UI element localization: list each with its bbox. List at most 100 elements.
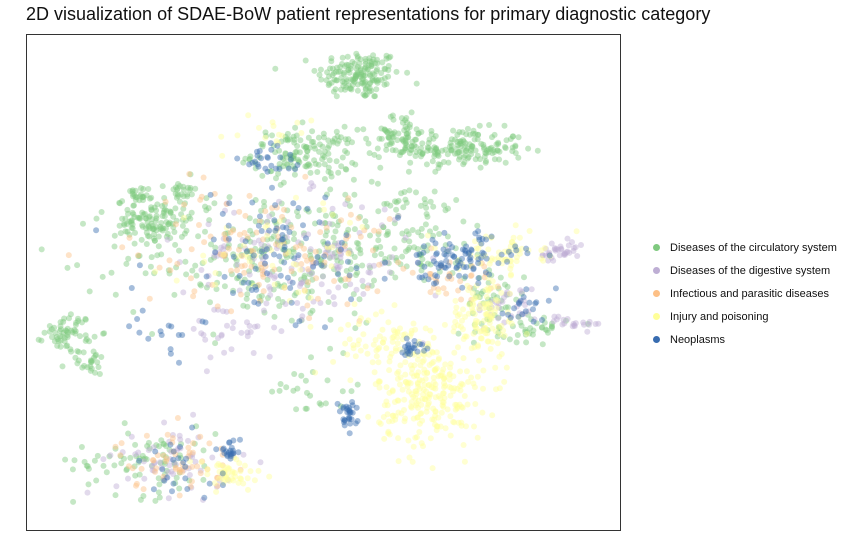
scatter-point xyxy=(489,412,496,419)
scatter-point xyxy=(401,407,407,413)
scatter-point xyxy=(402,137,409,144)
scatter-point xyxy=(107,452,114,459)
scatter-point xyxy=(219,470,226,477)
scatter-point xyxy=(297,283,303,289)
scatter-point xyxy=(213,488,220,495)
scatter-point xyxy=(326,80,333,87)
scatter-point xyxy=(416,148,423,155)
scatter-point xyxy=(413,189,419,196)
scatter-point xyxy=(176,452,183,459)
scatter-point xyxy=(503,256,510,263)
scatter-point xyxy=(433,146,440,153)
scatter-point xyxy=(437,395,444,402)
scatter-point xyxy=(224,476,231,482)
scatter-point xyxy=(261,243,268,250)
scatter-point xyxy=(54,342,61,349)
scatter-point xyxy=(401,127,408,134)
scatter-point xyxy=(394,375,401,382)
scatter-point xyxy=(128,224,135,231)
scatter-point xyxy=(447,360,454,367)
scatter-point xyxy=(417,261,424,267)
scatter-point xyxy=(262,263,269,270)
scatter-point xyxy=(439,147,446,154)
scatter-point xyxy=(175,181,181,187)
scatter-point xyxy=(143,432,150,439)
scatter-point xyxy=(191,440,198,447)
scatter-point xyxy=(269,205,276,211)
scatter-point xyxy=(168,448,175,455)
scatter-point xyxy=(203,284,210,291)
scatter-point xyxy=(503,137,510,144)
scatter-point xyxy=(326,253,333,260)
scatter-point xyxy=(334,222,341,229)
scatter-point xyxy=(491,131,498,138)
scatter-point xyxy=(161,419,168,426)
scatter-point xyxy=(302,155,309,162)
scatter-point xyxy=(164,431,171,438)
scatter-point xyxy=(495,249,502,256)
scatter-point xyxy=(475,245,482,252)
scatter-point xyxy=(411,142,418,149)
scatter-point xyxy=(388,130,395,137)
scatter-point xyxy=(287,159,294,166)
scatter-point xyxy=(347,65,354,72)
scatter-point xyxy=(489,134,495,141)
scatter-point xyxy=(188,478,195,485)
scatter-point xyxy=(432,412,439,419)
scatter-point xyxy=(442,382,449,389)
scatter-point xyxy=(369,77,376,84)
scatter-point xyxy=(441,380,447,387)
scatter-point xyxy=(184,486,191,492)
scatter-point xyxy=(471,423,477,430)
scatter-point xyxy=(279,132,286,139)
scatter-point xyxy=(368,62,375,69)
scatter-point xyxy=(482,301,489,308)
scatter-point xyxy=(411,362,418,369)
scatter-point xyxy=(302,405,309,412)
scatter-point xyxy=(151,460,158,467)
scatter-point xyxy=(337,403,344,410)
scatter-point xyxy=(121,222,128,228)
scatter-point xyxy=(470,296,477,303)
scatter-point xyxy=(214,252,221,259)
scatter-point xyxy=(516,250,523,257)
scatter-point xyxy=(386,216,393,222)
scatter-point xyxy=(430,255,437,262)
scatter-point xyxy=(444,233,451,240)
scatter-point xyxy=(399,349,406,356)
scatter-point xyxy=(489,338,496,345)
scatter-point xyxy=(548,323,555,330)
scatter-point xyxy=(197,467,204,474)
scatter-point xyxy=(303,163,310,170)
scatter-point xyxy=(384,228,391,235)
scatter-point xyxy=(251,299,258,306)
scatter-point xyxy=(240,451,247,458)
scatter-point xyxy=(329,65,336,72)
scatter-point xyxy=(462,248,469,254)
scatter-point xyxy=(234,275,240,282)
scatter-point xyxy=(406,454,413,461)
scatter-point xyxy=(455,419,462,426)
scatter-point xyxy=(460,137,466,144)
scatter-point xyxy=(193,423,200,430)
scatter-point xyxy=(328,79,335,86)
scatter-point xyxy=(415,130,422,137)
scatter-point xyxy=(255,222,262,229)
scatter-point xyxy=(288,253,295,260)
scatter-point xyxy=(327,316,334,323)
scatter-point xyxy=(223,200,230,207)
scatter-point xyxy=(240,159,247,166)
scatter-point xyxy=(326,254,333,261)
scatter-point xyxy=(134,214,141,221)
scatter-point xyxy=(505,304,511,311)
legend-label: Diseases of the digestive system xyxy=(670,264,831,277)
scatter-point xyxy=(444,248,451,255)
scatter-point xyxy=(134,316,141,322)
scatter-point xyxy=(402,140,409,147)
scatter-point xyxy=(502,159,509,166)
scatter-point xyxy=(342,136,349,143)
scatter-point xyxy=(275,243,282,249)
scatter-point xyxy=(100,330,107,337)
